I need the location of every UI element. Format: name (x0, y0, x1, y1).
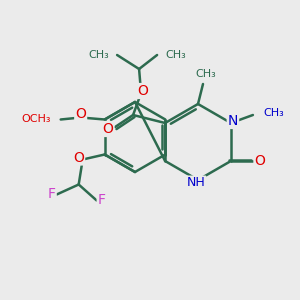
Text: CH₃: CH₃ (263, 108, 284, 118)
Text: CH₃: CH₃ (165, 50, 186, 60)
Text: O: O (254, 154, 265, 168)
Text: O: O (75, 106, 86, 121)
Text: O: O (103, 122, 113, 136)
Text: F: F (98, 193, 106, 206)
Text: F: F (48, 187, 56, 200)
Text: CH₃: CH₃ (88, 50, 109, 60)
Text: OCH₃: OCH₃ (21, 115, 51, 124)
Text: O: O (138, 84, 148, 98)
Text: O: O (73, 151, 84, 164)
Text: NH: NH (187, 176, 206, 190)
Text: CH₃: CH₃ (196, 69, 216, 79)
Text: N: N (228, 114, 238, 128)
